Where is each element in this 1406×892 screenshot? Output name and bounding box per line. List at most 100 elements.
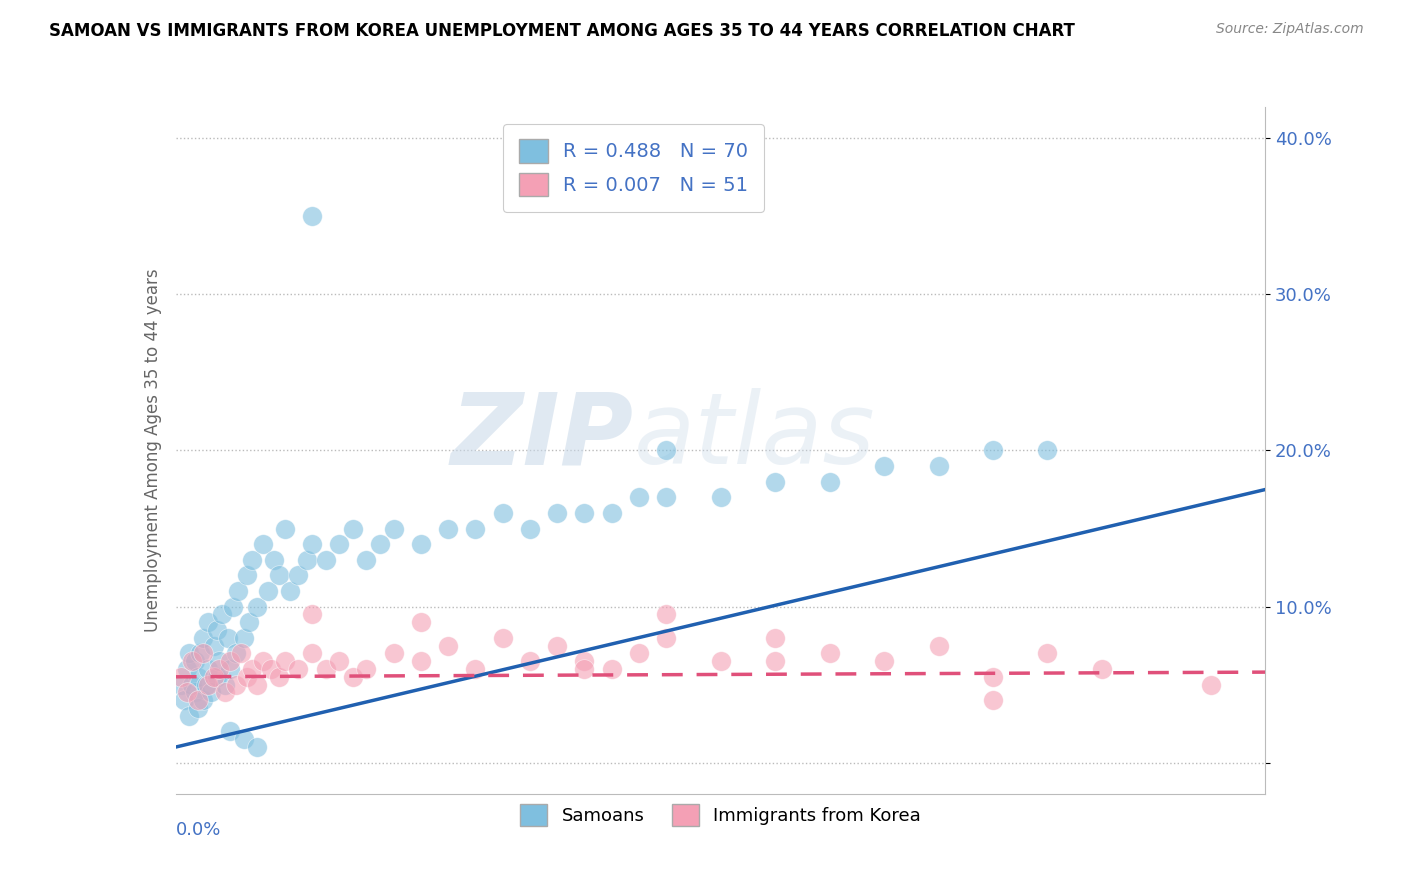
Point [197,615,219,630]
Point [655,490,678,504]
Point [260,662,283,676]
Point [225,646,247,660]
Point [274,654,297,668]
Point [519,521,541,535]
Point [225,678,247,692]
Point [574,506,596,520]
Point [202,670,225,684]
Point [246,599,269,614]
Point [301,607,323,622]
Point [409,537,432,551]
Point [600,506,623,520]
Point [981,443,1004,458]
Point [205,623,228,637]
Point [263,552,285,567]
Point [269,670,291,684]
Point [382,521,405,535]
Point [409,615,432,630]
Point [655,443,678,458]
Point [574,654,596,668]
Point [574,662,596,676]
Text: 0.0%: 0.0% [176,822,221,839]
Point [519,654,541,668]
Point [342,521,364,535]
Point [219,724,242,739]
Point [188,646,211,660]
Point [181,678,204,692]
Point [181,654,204,668]
Point [240,552,263,567]
Point [252,654,274,668]
Text: ZIP: ZIP [450,388,633,485]
Point [627,646,650,660]
Point [257,583,280,598]
Point [191,646,214,660]
Point [246,678,269,692]
Point [627,490,650,504]
Point [437,521,460,535]
Point [492,506,515,520]
Point [301,537,323,551]
Point [179,646,201,660]
Point [186,670,209,684]
Point [655,631,678,645]
Point [301,646,323,660]
Point [232,631,254,645]
Point [222,599,245,614]
Point [356,662,378,676]
Point [1199,678,1222,692]
Point [173,693,195,707]
Point [186,693,209,707]
Point [981,670,1004,684]
Point [710,490,733,504]
Point [546,506,568,520]
Point [464,662,486,676]
Point [763,475,786,489]
Point [231,646,253,660]
Point [240,662,263,676]
Point [301,209,323,223]
Point [235,670,257,684]
Point [328,654,350,668]
Point [492,631,515,645]
Point [437,639,460,653]
Point [228,583,250,598]
Text: atlas: atlas [633,388,875,485]
Point [214,678,236,692]
Point [191,631,214,645]
Point [179,708,201,723]
Point [295,552,318,567]
Point [315,552,337,567]
Point [170,678,193,692]
Point [763,654,786,668]
Point [217,631,239,645]
Point [873,654,896,668]
Point [763,631,786,645]
Text: Source: ZipAtlas.com: Source: ZipAtlas.com [1216,22,1364,37]
Point [191,693,214,707]
Y-axis label: Unemployment Among Ages 35 to 44 years: Unemployment Among Ages 35 to 44 years [143,268,162,632]
Point [202,639,225,653]
Point [238,615,260,630]
Point [818,646,841,660]
Point [197,662,219,676]
Point [274,521,297,535]
Point [246,740,269,755]
Point [194,678,217,692]
Point [219,662,242,676]
Point [184,654,207,668]
Point [409,654,432,668]
Point [356,552,378,567]
Point [278,583,301,598]
Point [873,458,896,473]
Point [200,685,222,699]
Point [186,701,209,715]
Point [315,662,337,676]
Point [1036,646,1059,660]
Point [208,662,231,676]
Point [208,654,231,668]
Text: SAMOAN VS IMMIGRANTS FROM KOREA UNEMPLOYMENT AMONG AGES 35 TO 44 YEARS CORRELATI: SAMOAN VS IMMIGRANTS FROM KOREA UNEMPLOY… [49,22,1076,40]
Point [176,662,198,676]
Point [368,537,391,551]
Point [214,685,236,699]
